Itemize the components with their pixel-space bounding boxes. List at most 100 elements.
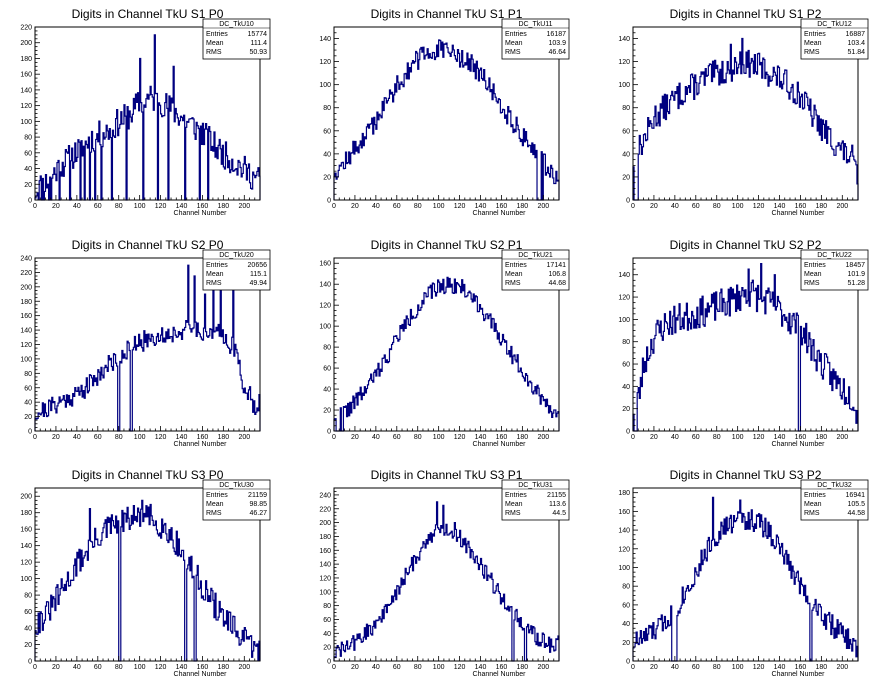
x-tick-label: 200 bbox=[238, 664, 250, 671]
y-tick-label: 200 bbox=[20, 284, 32, 291]
y-tick-label: 0 bbox=[28, 659, 32, 666]
histogram-title: Digits in Channel TkU S1 P0 bbox=[72, 7, 224, 21]
x-tick-label: 0 bbox=[332, 434, 336, 441]
histogram-panel: Digits in Channel TkU S3 P0 0 20 40 60 80 100 1… bbox=[20, 468, 271, 678]
stats-value: 16941 bbox=[846, 492, 866, 499]
x-tick-label: 0 bbox=[33, 434, 37, 441]
y-tick-label: 40 bbox=[323, 151, 331, 158]
x-tick-label: 180 bbox=[816, 664, 828, 671]
stats-box bbox=[202, 479, 271, 521]
stats-name: DC_TkU21 bbox=[518, 252, 553, 259]
stats-value: 111.4 bbox=[251, 40, 268, 47]
y-tick-label: 80 bbox=[622, 339, 630, 346]
x-tick-label: 120 bbox=[155, 203, 167, 210]
x-axis-label: Channel Number bbox=[772, 210, 826, 217]
stats-key: RMS bbox=[505, 510, 521, 517]
x-tick-label: 40 bbox=[73, 434, 81, 441]
x-tick-label: 80 bbox=[713, 434, 721, 441]
stats-name: DC_TkU20 bbox=[219, 252, 254, 259]
x-tick-label: 0 bbox=[33, 203, 37, 210]
y-tick-label: 20 bbox=[24, 182, 32, 189]
histogram-series bbox=[632, 262, 859, 432]
x-tick-label: 120 bbox=[753, 434, 765, 441]
x-axis-label: Channel Number bbox=[772, 671, 826, 678]
x-tick-label: 160 bbox=[795, 664, 807, 671]
y-tick-label: 100 bbox=[319, 324, 331, 331]
x-tick-label: 140 bbox=[176, 434, 188, 441]
stats-name: DC_TkU22 bbox=[817, 252, 852, 259]
y-tick-label: 140 bbox=[319, 36, 331, 43]
x-tick-label: 140 bbox=[176, 664, 188, 671]
y-tick-label: 20 bbox=[323, 174, 331, 181]
histogram-panel: Digits in Channel TkU S2 P1 0 20 40 60 80 100 1… bbox=[319, 238, 570, 448]
y-tick-label: 20 bbox=[24, 642, 32, 649]
y-tick-label: 60 bbox=[323, 128, 331, 135]
x-tick-label: 100 bbox=[433, 434, 445, 441]
y-tick-label: 0 bbox=[626, 659, 630, 666]
histogram-series bbox=[34, 264, 261, 432]
y-tick-label: 220 bbox=[20, 25, 32, 32]
x-tick-label: 180 bbox=[517, 664, 529, 671]
y-tick-label: 0 bbox=[327, 659, 331, 666]
x-axis-label: Channel Number bbox=[473, 441, 527, 448]
x-tick-label: 140 bbox=[475, 664, 487, 671]
x-tick-label: 40 bbox=[73, 203, 81, 210]
y-tick-label: 100 bbox=[20, 356, 32, 363]
x-tick-label: 60 bbox=[94, 434, 102, 441]
y-tick-label: 100 bbox=[319, 82, 331, 89]
y-tick-label: 100 bbox=[618, 82, 630, 89]
stats-box bbox=[800, 249, 869, 291]
y-tick-label: 240 bbox=[20, 256, 32, 263]
y-tick-label: 100 bbox=[319, 589, 331, 596]
y-tick-label: 200 bbox=[20, 40, 32, 47]
y-tick-label: 40 bbox=[622, 621, 630, 628]
histogram-series bbox=[34, 34, 261, 201]
x-tick-label: 40 bbox=[671, 203, 679, 210]
y-tick-label: 100 bbox=[618, 565, 630, 572]
x-tick-label: 100 bbox=[134, 434, 146, 441]
stats-key: Mean bbox=[804, 271, 822, 278]
y-tick-label: 140 bbox=[618, 36, 630, 43]
x-tick-label: 80 bbox=[713, 664, 721, 671]
x-tick-label: 80 bbox=[414, 434, 422, 441]
stats-key: RMS bbox=[804, 280, 820, 287]
stats-value: 16887 bbox=[846, 31, 866, 38]
stats-value: 21159 bbox=[248, 492, 267, 499]
stats-box bbox=[800, 479, 869, 521]
x-tick-label: 200 bbox=[537, 664, 549, 671]
x-tick-label: 0 bbox=[631, 203, 635, 210]
stats-key: RMS bbox=[804, 49, 820, 56]
x-tick-label: 140 bbox=[774, 434, 786, 441]
stats-key: RMS bbox=[206, 280, 222, 287]
x-tick-label: 20 bbox=[351, 434, 359, 441]
stats-key: RMS bbox=[505, 280, 521, 287]
histogram-title: Digits in Channel TkU S1 P1 bbox=[371, 7, 523, 21]
stats-key: Mean bbox=[804, 501, 822, 508]
y-tick-label: 180 bbox=[618, 490, 630, 497]
stats-value: 18457 bbox=[846, 262, 866, 269]
y-tick-label: 40 bbox=[622, 384, 630, 391]
x-tick-label: 60 bbox=[94, 664, 102, 671]
y-tick-label: 140 bbox=[20, 328, 32, 335]
y-tick-label: 140 bbox=[319, 562, 331, 569]
x-tick-label: 120 bbox=[753, 203, 765, 210]
y-tick-label: 120 bbox=[618, 546, 630, 553]
stats-box bbox=[501, 18, 570, 60]
x-tick-label: 200 bbox=[537, 434, 549, 441]
x-tick-label: 180 bbox=[517, 434, 529, 441]
x-tick-label: 100 bbox=[732, 203, 744, 210]
y-tick-label: 240 bbox=[319, 492, 331, 499]
x-tick-label: 200 bbox=[238, 434, 250, 441]
x-tick-label: 120 bbox=[155, 664, 167, 671]
x-tick-label: 80 bbox=[115, 434, 123, 441]
x-axis-label: Channel Number bbox=[772, 441, 826, 448]
y-tick-label: 160 bbox=[618, 509, 630, 516]
x-tick-label: 0 bbox=[631, 434, 635, 441]
stats-key: Mean bbox=[804, 40, 822, 47]
stats-value: 101.9 bbox=[847, 271, 865, 278]
y-tick-label: 60 bbox=[622, 362, 630, 369]
x-axis-label: Channel Number bbox=[174, 441, 228, 448]
x-tick-label: 180 bbox=[517, 203, 529, 210]
y-tick-label: 80 bbox=[622, 584, 630, 591]
stats-key: Mean bbox=[505, 501, 523, 508]
